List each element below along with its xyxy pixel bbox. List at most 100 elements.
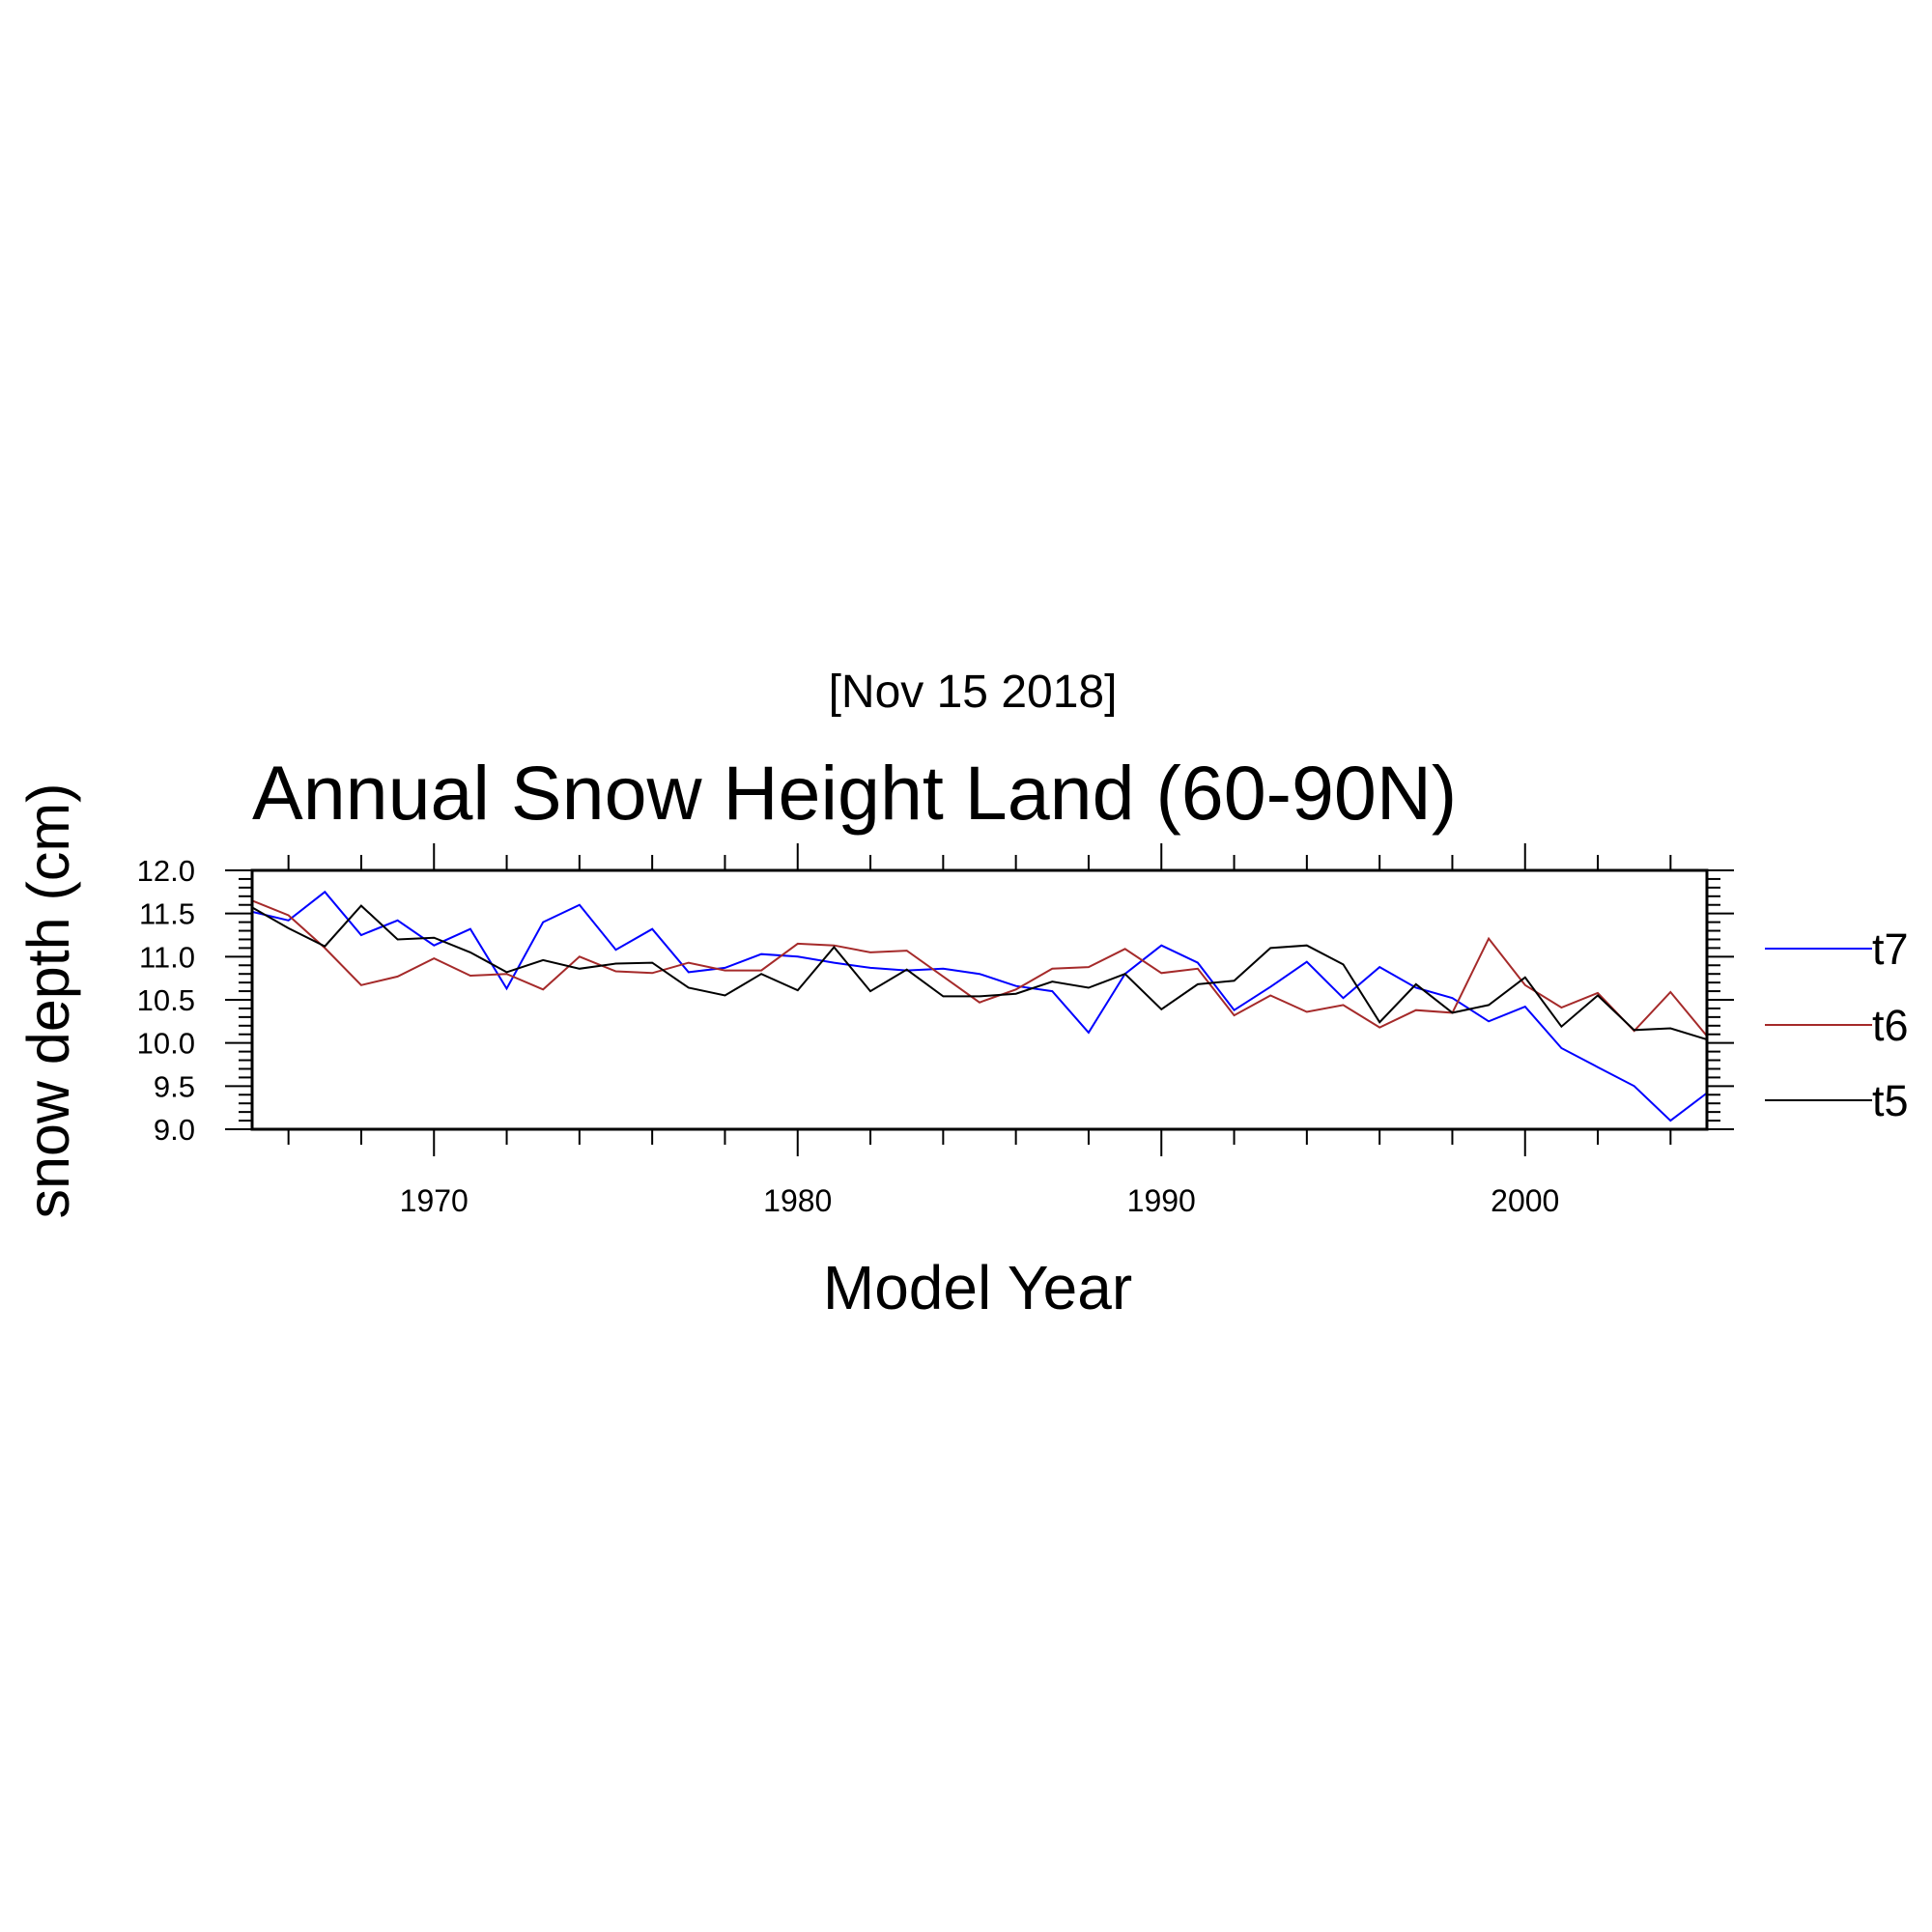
data-point-t6 (1487, 936, 1492, 941)
legend-item-t6: t6 (1765, 1001, 1909, 1050)
data-point-t7 (1668, 1119, 1673, 1123)
data-point-t6 (686, 960, 691, 965)
data-point-t7 (1050, 989, 1055, 994)
data-point-t5 (832, 945, 837, 950)
data-point-t5 (1632, 1028, 1636, 1033)
data-point-t6 (395, 974, 400, 979)
data-point-t7 (1304, 959, 1309, 964)
data-point-t5 (795, 988, 800, 993)
y-tick-label: 9.0 (154, 1113, 195, 1147)
data-point-t7 (832, 960, 837, 965)
data-point-t5 (1522, 975, 1527, 980)
data-point-t6 (1668, 989, 1673, 994)
data-point-t6 (795, 941, 800, 946)
data-point-t7 (1559, 1046, 1564, 1051)
data-point-t7 (468, 926, 472, 931)
data-point-t6 (650, 971, 655, 976)
data-point-t7 (1450, 996, 1455, 1001)
data-point-t7 (286, 918, 291, 923)
chart-subtitle: [Nov 15 2018] (829, 667, 1118, 718)
data-point-t7 (323, 890, 327, 895)
axis-ticks (225, 843, 1734, 1156)
series-t5 (251, 903, 1708, 1041)
data-point-t7 (1086, 1030, 1091, 1035)
data-point-t7 (759, 952, 764, 956)
series-t6 (251, 899, 1708, 1037)
legend-item-t5: t5 (1765, 1076, 1909, 1125)
series-t7 (251, 890, 1708, 1123)
data-point-t7 (613, 948, 618, 952)
y-axis-label: snow depth (cm) (15, 783, 81, 1219)
data-point-t7 (941, 966, 946, 971)
data-point-t6 (1013, 987, 1018, 992)
data-point-t6 (723, 968, 727, 973)
data-point-t7 (504, 986, 509, 991)
data-point-t5 (1159, 1007, 1164, 1011)
data-point-t5 (1450, 1010, 1455, 1015)
data-point-t5 (1050, 980, 1055, 984)
data-point-t7 (1632, 1084, 1636, 1089)
series-line-t6 (251, 899, 1708, 1037)
data-point-t6 (613, 969, 618, 974)
data-point-t5 (1122, 972, 1127, 977)
data-point-t5 (432, 935, 437, 940)
data-point-t5 (541, 957, 546, 962)
data-point-t5 (759, 972, 764, 977)
data-point-t5 (1268, 946, 1273, 951)
data-point-t5 (1341, 962, 1346, 967)
data-point-t5 (358, 903, 363, 908)
data-point-t5 (1559, 1024, 1564, 1029)
data-point-t7 (1378, 965, 1382, 970)
x-axis-label: Model Year (823, 1253, 1132, 1322)
y-tick-label: 9.5 (154, 1069, 195, 1103)
data-point-t7 (978, 972, 982, 977)
legend-label: t6 (1872, 1001, 1909, 1050)
data-point-t5 (323, 944, 327, 949)
data-point-t7 (686, 970, 691, 975)
data-point-t6 (1050, 966, 1055, 971)
data-point-t5 (1413, 981, 1418, 986)
data-point-t5 (468, 950, 472, 954)
data-point-t7 (868, 965, 873, 970)
data-point-t5 (686, 985, 691, 990)
data-point-t5 (1378, 1020, 1382, 1025)
data-point-t5 (395, 937, 400, 942)
data-point-t6 (541, 987, 546, 992)
y-tick-label: 11.0 (139, 940, 195, 974)
data-point-t6 (1195, 966, 1200, 971)
data-point-t6 (904, 949, 909, 953)
data-point-t5 (978, 994, 982, 999)
data-point-t6 (432, 956, 437, 961)
data-point-t5 (1013, 991, 1018, 996)
data-point-t6 (1268, 993, 1273, 998)
data-point-t7 (795, 954, 800, 959)
data-point-t5 (1668, 1026, 1673, 1031)
chart-title: Annual Snow Height Land (60-90N) (252, 750, 1457, 836)
data-point-t6 (941, 974, 946, 979)
x-tick-label: 1990 (1127, 1183, 1196, 1218)
data-point-t6 (1378, 1025, 1382, 1030)
data-point-t6 (1086, 965, 1091, 970)
legend: t7 t6 t5 (1765, 924, 1909, 1125)
x-tick-label: 1970 (400, 1183, 469, 1218)
data-point-t5 (868, 989, 873, 994)
series-line-t5 (251, 904, 1708, 1041)
data-point-t6 (286, 913, 291, 918)
y-tick-label: 11.5 (139, 897, 195, 931)
data-point-t6 (978, 1000, 982, 1005)
data-point-t6 (1522, 982, 1527, 987)
y-tick-label: 10.0 (137, 1027, 195, 1061)
data-point-t7 (1522, 1005, 1527, 1009)
x-tick-label: 2000 (1491, 1183, 1559, 1218)
data-point-t7 (1487, 1019, 1492, 1024)
data-point-t7 (1159, 943, 1164, 948)
data-point-t5 (1086, 985, 1091, 990)
data-point-t7 (395, 918, 400, 923)
data-point-t5 (650, 960, 655, 965)
data-point-t5 (286, 925, 291, 930)
data-point-t6 (1341, 1003, 1346, 1008)
x-tick-label: 1980 (763, 1183, 832, 1218)
data-point-t7 (577, 902, 582, 907)
